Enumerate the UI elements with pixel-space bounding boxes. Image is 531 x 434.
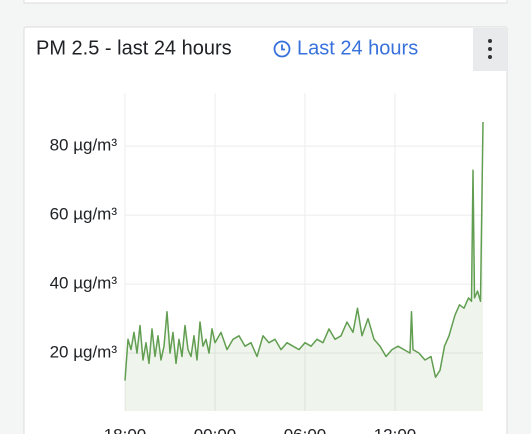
x-tick-label: 18:00 <box>104 425 147 434</box>
clock-hands <box>281 44 285 51</box>
time-range-text: Last 24 hours <box>297 37 418 59</box>
panel-title: PM 2.5 - last 24 hours <box>36 37 232 59</box>
plot: 20 µg/m³ 40 µg/m³ 60 µg/m³ 80 µg/m³ 18:00 00:… <box>50 93 484 434</box>
menu-dot <box>488 47 492 51</box>
clock-icon <box>273 40 291 58</box>
panel <box>23 26 508 434</box>
x-tick-label: 12:00 <box>374 425 417 434</box>
area <box>125 122 483 411</box>
menu-button[interactable] <box>473 28 507 71</box>
y-tick-label: 20 µg/m³ <box>50 343 118 362</box>
previous-panel <box>23 0 508 4</box>
y-tick-label: 80 µg/m³ <box>50 136 118 155</box>
x-tick-label: 06:00 <box>284 425 327 434</box>
x-tick-label: 00:00 <box>194 425 237 434</box>
y-tick-label: 60 µg/m³ <box>50 205 118 224</box>
y-tick-label: 40 µg/m³ <box>50 274 118 293</box>
line <box>124 121 484 381</box>
menu-dot <box>488 55 492 59</box>
menu-dot <box>488 39 492 43</box>
time-range[interactable]: Last 24 hours <box>273 37 419 59</box>
